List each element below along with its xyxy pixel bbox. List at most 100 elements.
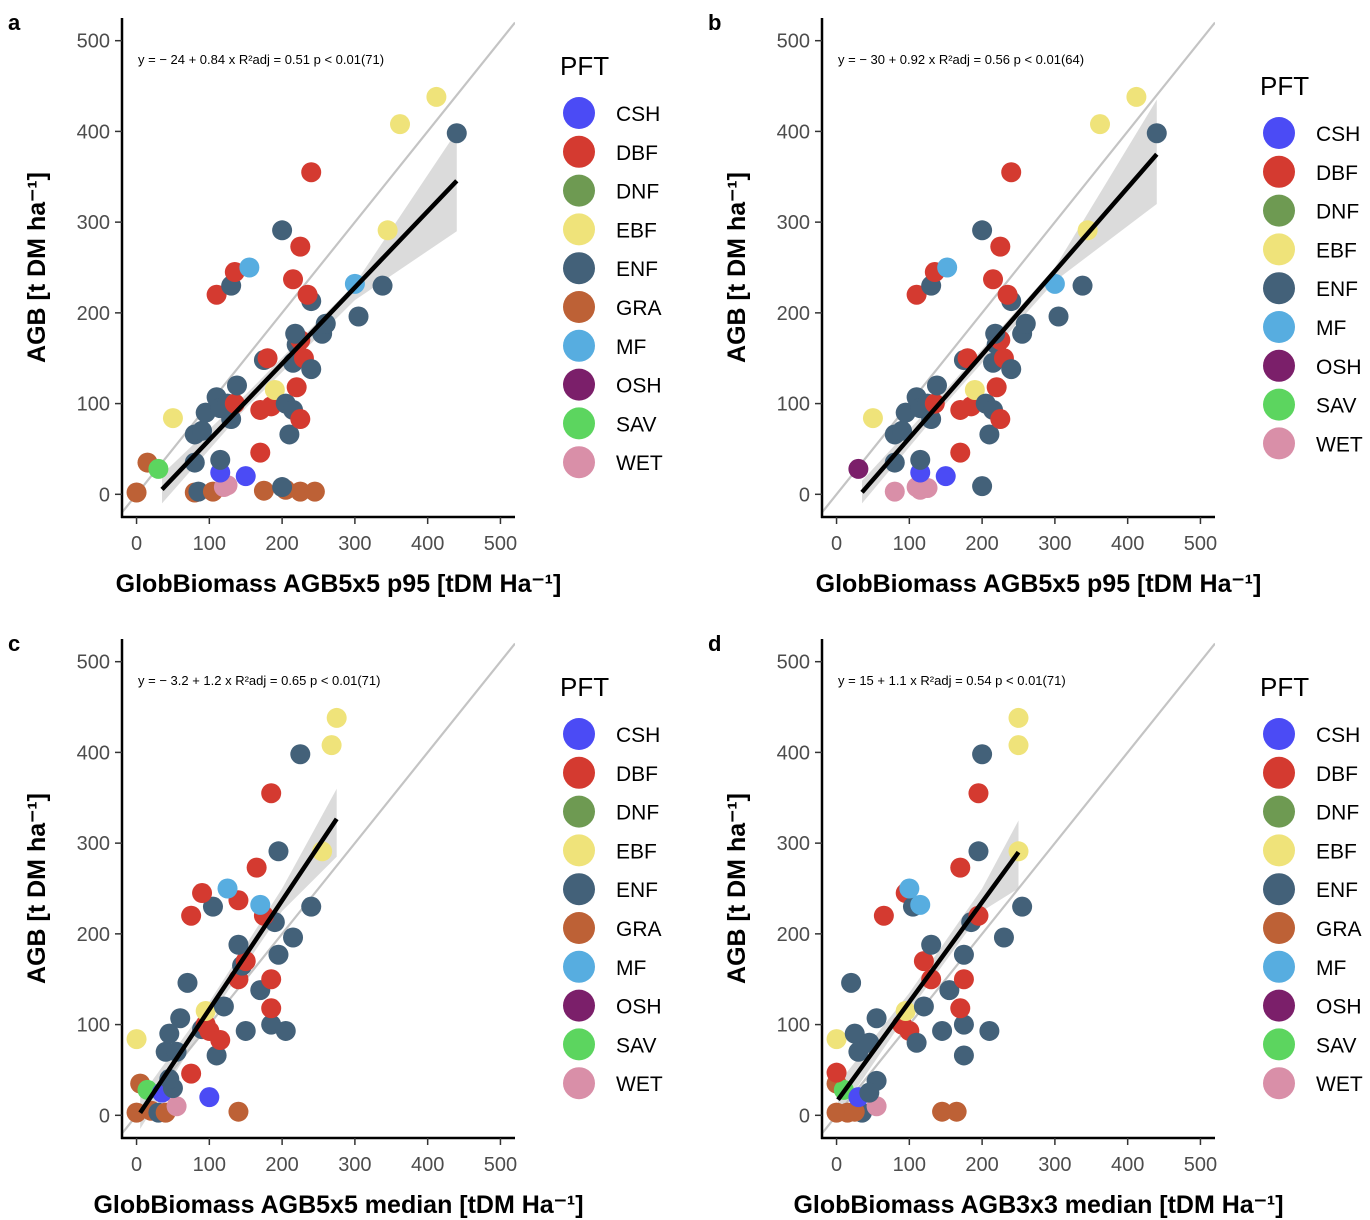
data-point (250, 442, 271, 463)
x-tick-label: 100 (193, 1154, 226, 1176)
legend-title: PFT (1260, 672, 1309, 702)
x-tick-label: 200 (965, 533, 998, 555)
y-axis-title: AGB [t DM ha⁻¹] (723, 793, 751, 984)
legend-label: CSH (1316, 724, 1360, 747)
data-point (924, 393, 945, 414)
legend-swatch (563, 252, 595, 285)
legend-swatch (563, 834, 595, 867)
legend-swatch (563, 446, 595, 479)
data-point (250, 894, 271, 915)
legend-label: OSH (616, 375, 662, 398)
legend-label: DBF (1316, 763, 1358, 786)
data-point (268, 841, 289, 862)
data-point (841, 972, 862, 993)
regression-line (138, 817, 339, 1115)
data-point (848, 458, 869, 479)
data-point (921, 409, 942, 430)
y-tick-label: 200 (77, 924, 110, 946)
legend-swatch (563, 795, 595, 828)
y-tick-label: 0 (99, 1105, 110, 1127)
legend-label: GRA (1316, 918, 1362, 941)
data-point (953, 944, 974, 965)
data-point (246, 857, 267, 878)
data-point (972, 744, 993, 765)
legend-swatch (1263, 718, 1295, 750)
data-point (950, 998, 971, 1019)
legend: PFT CSH DBF DNF EBF ENF GRA MF OSH SAV WET (560, 51, 663, 479)
data-point (862, 408, 883, 429)
data-point (210, 449, 231, 470)
data-point (1008, 735, 1029, 756)
data-point (162, 408, 183, 429)
data-point (304, 481, 325, 502)
legend-label: EBF (616, 840, 657, 863)
x-tick-label: 200 (965, 1154, 998, 1176)
x-tick-label: 300 (1038, 1154, 1071, 1176)
y-tick-label: 100 (777, 394, 810, 416)
data-point (377, 220, 398, 241)
data-point (239, 257, 260, 278)
legend-label: OSH (616, 996, 662, 1019)
data-point (181, 1063, 202, 1084)
legend-swatch (1263, 427, 1295, 460)
x-axis-title: GlobBiomass AGB5x5 p95 [tDM Ha⁻¹] (816, 570, 1262, 598)
data-point (166, 1096, 187, 1117)
data-point (983, 269, 1004, 290)
y-axis-title: AGB [t DM ha⁻¹] (23, 793, 51, 984)
data-point (290, 481, 311, 502)
data-point (261, 998, 282, 1019)
data-point (990, 236, 1011, 257)
legend-label: DNF (616, 802, 659, 825)
data-point (261, 783, 282, 804)
data-point (283, 269, 304, 290)
legend-label: MF (616, 336, 646, 359)
y-tick-label: 100 (77, 1015, 110, 1037)
data-point (426, 86, 447, 107)
data-point (272, 220, 293, 241)
x-tick-label: 500 (484, 533, 517, 555)
legend-title: PFT (560, 51, 609, 81)
data-point (1146, 123, 1167, 144)
x-tick-label: 100 (893, 533, 926, 555)
x-tick-label: 300 (338, 533, 371, 555)
data-point (206, 1045, 227, 1066)
x-tick-label: 400 (411, 1154, 444, 1176)
data-point (910, 894, 931, 915)
legend-label: MF (1316, 317, 1346, 340)
legend-swatch (1263, 388, 1295, 421)
data-point (932, 1020, 953, 1041)
data-point (202, 896, 223, 917)
y-tick-label: 300 (77, 212, 110, 234)
data-point (283, 927, 304, 948)
panel-a: a 0 100 200 300 400 500 0 100 200 300 400 500 GlobBio… (8, 10, 663, 598)
legend-label: EBF (1316, 239, 1357, 262)
x-tick-label: 400 (411, 533, 444, 555)
legend-swatch (563, 135, 595, 168)
legend-label: GRA (616, 297, 662, 320)
data-point (279, 424, 300, 445)
x-tick-label: 100 (193, 533, 226, 555)
x-tick-label: 300 (1038, 533, 1071, 555)
data-point (844, 1023, 865, 1044)
data-point (932, 1101, 953, 1122)
data-point (1008, 707, 1029, 728)
data-point (993, 927, 1014, 948)
legend-swatch (1263, 756, 1295, 789)
data-point (301, 162, 322, 183)
y-axis-title: AGB [t DM ha⁻¹] (23, 172, 51, 363)
y-tick-label: 500 (777, 31, 810, 53)
data-point (913, 951, 934, 972)
data-point (210, 1030, 231, 1051)
data-point (986, 377, 1007, 398)
legend-label: DNF (1316, 802, 1359, 825)
plot-area (122, 21, 515, 514)
data-point (990, 409, 1011, 430)
data-point (899, 878, 920, 899)
y-axis-title: AGB [t DM ha⁻¹] (723, 172, 751, 363)
data-point (228, 934, 249, 955)
regression-line (860, 152, 1159, 494)
legend-label: DNF (616, 181, 659, 204)
data-point (935, 466, 956, 487)
data-point (1001, 359, 1022, 380)
data-point (326, 707, 347, 728)
